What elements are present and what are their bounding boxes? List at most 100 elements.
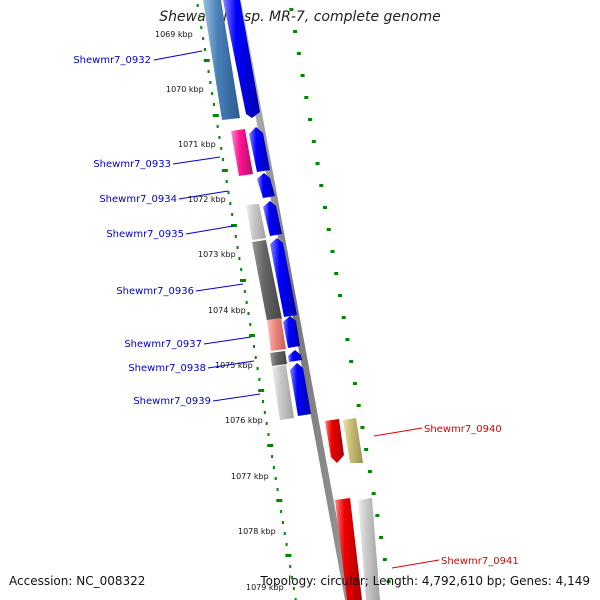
outer-tick-mark xyxy=(262,400,264,403)
gene-label-0934[interactable]: Shewmr7_0934 xyxy=(99,194,177,205)
inner-tick-mark xyxy=(300,74,305,77)
gene-label-0941[interactable]: Shewmr7_0941 xyxy=(441,556,519,567)
outer-tick-mark xyxy=(243,290,246,293)
cog-block-0937 xyxy=(267,318,286,351)
outer-tick-mark xyxy=(227,191,230,194)
gene-label-0936[interactable]: Shewmr7_0936 xyxy=(116,286,194,297)
genome-summary-text: Topology: circular; Length: 4,792,610 bp… xyxy=(260,574,590,588)
inner-tick-mark xyxy=(311,140,316,143)
outer-tick-mark xyxy=(203,48,206,51)
inner-tick-mark xyxy=(330,250,335,253)
outer-tick-mark xyxy=(212,103,215,106)
outer-tick-mark xyxy=(258,378,261,381)
gene-arrow-0935 xyxy=(263,201,282,236)
inner-tick-mark xyxy=(304,96,309,99)
gene-arrow-0938 xyxy=(288,350,302,362)
inner-tick-mark xyxy=(371,492,376,495)
outer-tick-mark xyxy=(254,356,257,359)
leader-0932 xyxy=(153,50,203,61)
inner-tick-mark xyxy=(349,360,354,363)
gene-label-0935[interactable]: Shewmr7_0935 xyxy=(106,229,184,240)
outer-tick-ring xyxy=(196,4,297,600)
inner-tick-mark xyxy=(386,580,391,583)
cog-block-0936 xyxy=(252,240,282,321)
kbp-tick-label: 1069 kbp xyxy=(155,30,193,39)
outer-tick-mark xyxy=(209,81,212,84)
leader-0936 xyxy=(195,283,244,292)
outer-tick-mark xyxy=(276,499,283,502)
outer-tick-mark xyxy=(225,180,228,183)
outer-tick-mark xyxy=(271,455,274,458)
cog-block-0932 xyxy=(203,0,240,120)
kbp-tick-label: 1073 kbp xyxy=(198,250,236,259)
cog-block-0939 xyxy=(272,365,294,420)
outer-tick-mark xyxy=(221,169,228,172)
gene-arrow-0932 xyxy=(223,0,260,118)
outer-tick-mark xyxy=(211,92,214,95)
outer-tick-mark xyxy=(267,433,270,436)
kbp-axis: 1069 kbp 1070 kbp 1071 kbp 1072 kbp 1073… xyxy=(155,30,284,592)
outer-tick-mark xyxy=(196,4,199,7)
outer-tick-mark xyxy=(212,114,219,117)
gene-label-0933[interactable]: Shewmr7_0933 xyxy=(93,159,171,170)
leader-0934 xyxy=(178,190,229,200)
accession-text: Accession: NC_008322 xyxy=(9,574,146,588)
cog-block-0935 xyxy=(246,204,266,240)
gene-arrow-0934 xyxy=(257,173,275,198)
outer-tick-mark xyxy=(218,136,221,139)
kbp-tick-label: 1072 kbp xyxy=(188,195,226,204)
gene-label-0938[interactable]: Shewmr7_0938 xyxy=(128,363,206,374)
inner-tick-mark xyxy=(379,536,384,539)
outer-tick-mark xyxy=(247,312,250,315)
leader-0937 xyxy=(203,336,252,345)
gene-arrow-0936 xyxy=(270,238,297,317)
gene-label-0932[interactable]: Shewmr7_0932 xyxy=(73,55,151,66)
kbp-tick-label: 1075 kbp xyxy=(215,361,253,370)
inner-tick-mark xyxy=(352,382,357,385)
inner-tick-mark xyxy=(382,558,387,561)
cog-track xyxy=(203,0,380,600)
cog-block-0940 xyxy=(343,418,363,463)
outer-tick-mark xyxy=(234,235,237,238)
inner-tick-mark xyxy=(323,206,328,209)
label-leaders xyxy=(153,50,440,569)
outer-tick-mark xyxy=(249,334,256,337)
kbp-tick-label: 1076 kbp xyxy=(225,416,263,425)
outer-tick-mark xyxy=(285,554,292,557)
outer-tick-mark xyxy=(216,125,219,128)
outer-tick-mark xyxy=(252,345,255,348)
inner-tick-mark xyxy=(360,426,365,429)
outer-tick-mark xyxy=(283,532,286,535)
outer-tick-mark xyxy=(276,488,279,491)
gene-label-0939[interactable]: Shewmr7_0939 xyxy=(133,396,211,407)
outer-tick-mark xyxy=(200,26,203,29)
inner-tick-mark xyxy=(326,228,331,231)
leader-0940 xyxy=(373,427,423,437)
outer-tick-mark xyxy=(230,224,237,227)
gene-arrow-0933 xyxy=(249,127,270,172)
gene-track xyxy=(223,0,362,600)
gene-label-0940[interactable]: Shewmr7_0940 xyxy=(424,424,502,435)
gene-arrow-0939 xyxy=(290,363,311,416)
outer-tick-mark xyxy=(263,411,266,414)
gene-arrow-0941 xyxy=(335,498,362,600)
outer-tick-mark xyxy=(294,598,297,600)
outer-tick-mark xyxy=(240,268,243,271)
leader-0938 xyxy=(207,360,255,369)
outer-tick-mark xyxy=(231,213,234,216)
inner-tick-mark xyxy=(367,470,372,473)
kbp-tick-label: 1071 kbp xyxy=(178,140,216,149)
outer-tick-mark xyxy=(238,257,241,260)
outer-tick-mark xyxy=(292,587,295,590)
inner-tick-mark xyxy=(315,162,320,165)
outer-tick-mark xyxy=(258,389,265,392)
cog-block-0941 xyxy=(358,498,380,600)
outer-tick-mark xyxy=(240,279,247,282)
cog-block-0938 xyxy=(270,351,287,366)
inner-tick-mark xyxy=(308,118,313,121)
outer-tick-mark xyxy=(281,521,284,524)
outer-tick-mark xyxy=(220,147,223,150)
outer-tick-mark xyxy=(291,576,294,579)
gene-label-0937[interactable]: Shewmr7_0937 xyxy=(124,339,202,350)
